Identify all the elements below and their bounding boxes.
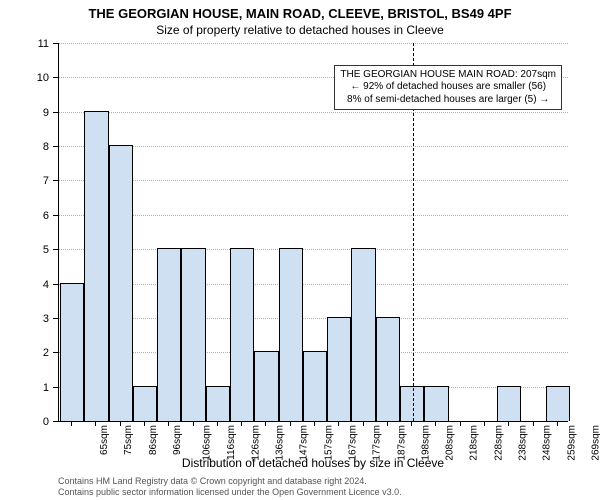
y-tick-label: 2 [43, 347, 59, 359]
x-tick [314, 421, 315, 426]
gridline [59, 77, 568, 78]
y-tick-label: 7 [43, 175, 59, 187]
bar [400, 386, 424, 421]
x-tick [265, 421, 266, 426]
reference-marker [413, 43, 414, 421]
x-tick-label: 86sqm [146, 425, 159, 455]
x-tick-label: 65sqm [97, 425, 110, 455]
gridline [59, 43, 568, 44]
x-tick [168, 421, 169, 426]
bar [84, 111, 108, 421]
x-axis-label: Distribution of detached houses by size … [58, 456, 568, 470]
chart-container: THE GEORGIAN HOUSE, MAIN ROAD, CLEEVE, B… [0, 0, 600, 500]
x-tick [533, 421, 534, 426]
bar [303, 351, 327, 421]
bar [109, 145, 133, 421]
x-tick [338, 421, 339, 426]
x-tick [95, 421, 96, 426]
bar [327, 317, 351, 421]
y-tick-label: 10 [37, 72, 59, 84]
x-tick [411, 421, 412, 426]
y-tick-label: 1 [43, 382, 59, 394]
y-tick-label: 5 [43, 244, 59, 256]
gridline [59, 318, 568, 319]
y-tick-label: 11 [38, 38, 59, 50]
bar [279, 248, 303, 421]
x-tick [387, 421, 388, 426]
plot-area: 0123456789101165sqm75sqm86sqm96sqm106sqm… [58, 44, 568, 422]
x-tick [363, 421, 364, 426]
x-tick [71, 421, 72, 426]
annotation-box: THE GEORGIAN HOUSE MAIN ROAD: 207sqm← 92… [334, 65, 562, 111]
gridline [59, 215, 568, 216]
y-tick-label: 3 [43, 313, 59, 325]
y-tick-label: 0 [43, 416, 59, 428]
gridline [59, 146, 568, 147]
x-tick [508, 421, 509, 426]
x-tick [484, 421, 485, 426]
gridline [59, 112, 568, 113]
chart-title-main: THE GEORGIAN HOUSE, MAIN ROAD, CLEEVE, B… [0, 0, 600, 21]
x-tick [290, 421, 291, 426]
x-tick [557, 421, 558, 426]
y-tick-label: 9 [43, 107, 59, 119]
bar [133, 386, 157, 421]
bar [376, 317, 400, 421]
chart-title-sub: Size of property relative to detached ho… [0, 21, 600, 37]
bar [230, 248, 254, 421]
bar [206, 386, 230, 421]
gridline [59, 180, 568, 181]
y-tick-label: 6 [43, 210, 59, 222]
gridline [59, 284, 568, 285]
x-tick [435, 421, 436, 426]
x-tick-label: 116sqm [223, 425, 236, 460]
x-tick [144, 421, 145, 426]
bar [424, 386, 448, 421]
y-tick-label: 8 [43, 141, 59, 153]
x-tick [120, 421, 121, 426]
bar [157, 248, 181, 421]
footer-attribution: Contains HM Land Registry data © Crown c… [58, 476, 402, 498]
y-tick-label: 4 [43, 279, 59, 291]
x-tick [193, 421, 194, 426]
bar [254, 351, 278, 421]
x-tick [241, 421, 242, 426]
x-tick-label: 75sqm [121, 425, 134, 455]
gridline [59, 249, 568, 250]
bar [497, 386, 521, 421]
x-tick-label: 96sqm [170, 425, 183, 455]
bar [60, 283, 84, 421]
x-tick [460, 421, 461, 426]
x-tick [217, 421, 218, 426]
bar [181, 248, 205, 421]
x-tick-label: 269sqm [588, 425, 600, 461]
bar [546, 386, 570, 421]
bar [351, 248, 375, 421]
